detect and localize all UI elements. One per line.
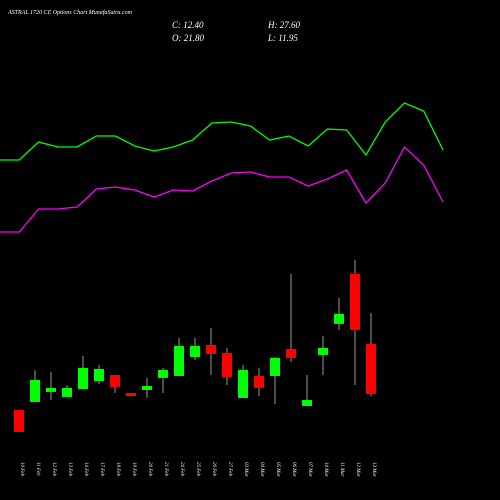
x-tick-label: 10 Feb (19, 462, 24, 477)
candle-body (318, 347, 328, 355)
x-tick-label: 27 Feb (227, 462, 232, 477)
candle-body (46, 387, 56, 392)
candle-body (222, 352, 232, 377)
candle-body (238, 369, 248, 398)
x-tick-label: 04 Mar (259, 462, 264, 477)
candle-body (62, 387, 72, 397)
indicator-line (0, 145, 444, 233)
candle-body (94, 368, 104, 381)
x-tick-label: 05 Mar (275, 462, 280, 477)
candle-body (158, 369, 168, 378)
x-tick-label: 07 Mar (307, 462, 312, 477)
info-high: H: 27.60 (267, 20, 300, 30)
x-tick-label: 26 Feb (211, 462, 216, 477)
candle-body (126, 392, 136, 396)
candle-body (366, 343, 376, 394)
candle-body (254, 375, 264, 388)
x-tick-label: 13 Feb (67, 462, 72, 477)
x-tick-label: 12 Mar (355, 462, 360, 477)
x-tick-label: 18 Feb (115, 462, 120, 477)
candle-body (270, 357, 280, 376)
x-tick-label: 12 Feb (51, 462, 56, 477)
candle-body (30, 379, 40, 402)
x-tick-label: 25 Feb (195, 462, 200, 477)
x-tick-label: 14 Feb (83, 462, 88, 477)
x-tick-label: 11 Feb (35, 462, 40, 476)
candle-body (334, 313, 344, 324)
indicator-line (0, 102, 444, 161)
chart-title: ASTRAL 1720 CE Options Chart MunafaSutra… (7, 9, 133, 16)
x-tick-label: 11 Mar (339, 462, 344, 477)
x-tick-label: 19 Feb (131, 462, 136, 477)
x-tick-label: 10 Mar (323, 462, 328, 477)
candle-body (110, 374, 120, 387)
x-tick-label: 20 Feb (147, 462, 152, 477)
info-low: L: 11.95 (267, 33, 298, 43)
candle-body (142, 385, 152, 390)
info-open: O: 21.80 (172, 33, 204, 43)
x-tick-label: 13 Mar (371, 462, 376, 477)
candle-body (174, 345, 184, 376)
x-tick-label: 06 Mar (291, 462, 296, 477)
x-tick-label: 21 Feb (163, 462, 168, 477)
info-close: C: 12.40 (172, 20, 204, 30)
candle-body (286, 348, 296, 358)
candle-body (206, 344, 216, 354)
candle-body (190, 345, 200, 357)
x-tick-label: 24 Feb (179, 462, 184, 477)
x-tick-label: 17 Feb (99, 462, 104, 477)
x-tick-label: 03 Mar (243, 462, 248, 477)
candle-body (302, 399, 312, 407)
candle-body (78, 367, 88, 389)
candle-body (14, 409, 24, 432)
candle-body (350, 273, 360, 330)
